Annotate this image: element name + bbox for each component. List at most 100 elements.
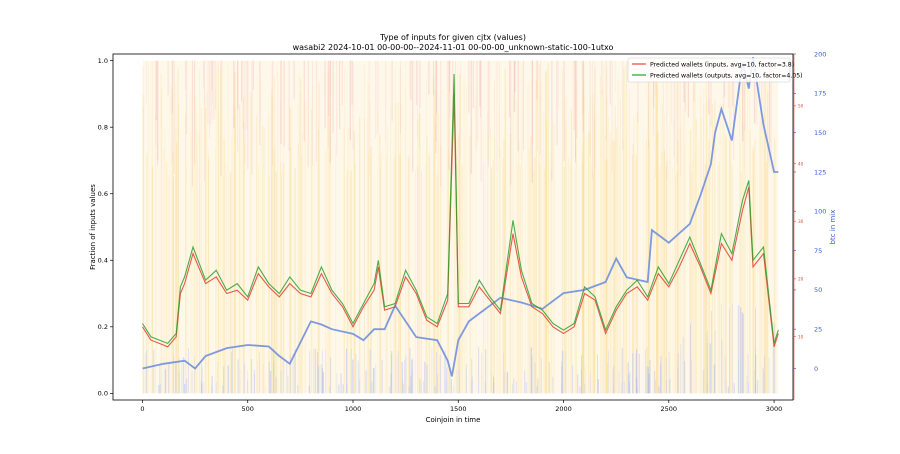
bg-stripe-blue (669, 379, 670, 393)
bg-stripe-blue (347, 384, 348, 393)
bg-stripe-orange (499, 149, 500, 394)
bg-stripe-orange (216, 70, 217, 394)
bg-stripe-red (540, 61, 541, 155)
bg-stripe-orange (550, 152, 551, 393)
bg-stripe-orange (215, 88, 216, 393)
bg-stripe-orange (512, 96, 514, 393)
bg-stripe-red (247, 61, 248, 170)
x-tick-label: 2500 (661, 405, 678, 413)
bg-stripe-orange (547, 63, 549, 393)
bg-stripe-blue (585, 365, 586, 393)
bg-stripe-orange (760, 105, 761, 393)
bg-stripe-orange (570, 164, 571, 393)
bg-stripe-orange (626, 65, 627, 394)
bg-stripe-blue (639, 354, 640, 394)
bg-stripe-red (304, 61, 305, 141)
bg-stripe-blue (746, 376, 747, 394)
bg-stripe-orange (300, 78, 301, 393)
bg-stripe-blue (254, 370, 255, 394)
bg-stripe-orange (649, 65, 650, 394)
bg-stripe-blue (566, 351, 567, 393)
bg-stripe-blue (459, 370, 460, 394)
y2-tick-label: 25 (814, 326, 822, 334)
y2-tick-label: 200 (814, 50, 826, 58)
bg-stripe-red (328, 61, 329, 117)
y-tick-label: 0.4 (98, 257, 108, 265)
bg-stripe-blue (186, 379, 187, 394)
bg-stripe-blue (222, 385, 223, 393)
bg-stripe-blue (188, 348, 189, 394)
bg-stripe-orange (350, 129, 351, 393)
bg-stripe-orange (405, 88, 406, 393)
bg-stripe-blue (485, 382, 486, 393)
bg-stripe-orange (256, 115, 257, 393)
bg-stripe-orange (152, 61, 153, 393)
bg-stripe-blue (371, 382, 372, 393)
bg-stripe-red (477, 61, 478, 142)
bg-stripe-blue (549, 362, 550, 393)
bg-stripe-blue (228, 365, 229, 393)
bg-stripe-orange (776, 134, 777, 393)
bg-stripe-blue (598, 379, 599, 393)
bg-stripe-blue (471, 359, 472, 393)
bg-stripe-orange (583, 96, 585, 393)
y3-tick-label: 50 (798, 104, 804, 109)
bg-stripe-orange (615, 105, 616, 393)
bg-stripe-orange (190, 93, 191, 393)
bg-stripe-orange (600, 75, 601, 393)
bg-stripe-red (241, 61, 242, 102)
bg-stripe-orange (731, 84, 732, 394)
bg-stripe-red (417, 61, 418, 138)
bg-stripe-red (312, 61, 313, 166)
bg-stripe-red (583, 61, 584, 114)
bg-stripe-orange (527, 83, 529, 393)
y2-tick-label: 125 (814, 168, 826, 176)
bg-stripe-red (537, 61, 538, 151)
bg-stripe-blue (526, 382, 527, 393)
bg-stripe-blue (503, 353, 504, 393)
bg-stripe-red (576, 61, 577, 139)
bg-stripe-orange (544, 169, 545, 393)
bg-stripe-orange (643, 131, 644, 394)
bg-stripe-red (339, 61, 340, 130)
bg-stripe-orange (619, 145, 620, 393)
bg-stripe-red (186, 61, 187, 135)
bg-stripe-red (558, 61, 559, 109)
bg-stripe-red (594, 61, 595, 169)
bg-stripe-blue (402, 362, 403, 393)
bg-stripe-red (233, 61, 234, 129)
bg-stripe-orange (348, 128, 349, 393)
bg-stripe-orange (415, 170, 416, 394)
bg-stripe-orange (291, 106, 292, 394)
bg-stripe-blue (481, 353, 482, 394)
bg-stripe-blue (338, 384, 339, 393)
bg-stripe-orange (229, 108, 230, 394)
bg-stripe-blue (263, 364, 264, 393)
bg-stripe-blue (247, 371, 248, 394)
bg-stripe-red (203, 61, 204, 88)
bg-stripe-orange (668, 160, 669, 393)
bg-stripe-orange (491, 167, 493, 393)
bg-stripe-blue (648, 374, 649, 394)
bg-stripe-blue (297, 385, 298, 393)
bg-stripe-blue (562, 351, 563, 394)
bg-stripe-red (409, 61, 410, 96)
bg-stripe-blue (748, 354, 749, 394)
x-tick-label: 3000 (766, 405, 783, 413)
bg-stripe-red (215, 61, 216, 111)
bg-stripe-blue (504, 372, 505, 393)
bg-stripe-red (253, 61, 254, 91)
bg-stripe-blue (330, 357, 331, 393)
bg-stripe-blue (677, 368, 678, 394)
bg-stripe-red (172, 61, 173, 114)
legend-label-outputs: Predicted wallets (outputs, avg=10, fact… (650, 73, 803, 80)
bg-stripe-blue (435, 386, 436, 393)
bg-stripe-blue (283, 361, 284, 393)
bg-stripe-red (590, 61, 591, 155)
bg-stripe-blue (431, 348, 432, 393)
bg-stripe-orange (239, 104, 240, 393)
bg-stripe-blue (636, 387, 637, 394)
bg-stripe-orange (701, 118, 702, 393)
legend: Predicted wallets (inputs, avg=10, facto… (628, 58, 803, 82)
